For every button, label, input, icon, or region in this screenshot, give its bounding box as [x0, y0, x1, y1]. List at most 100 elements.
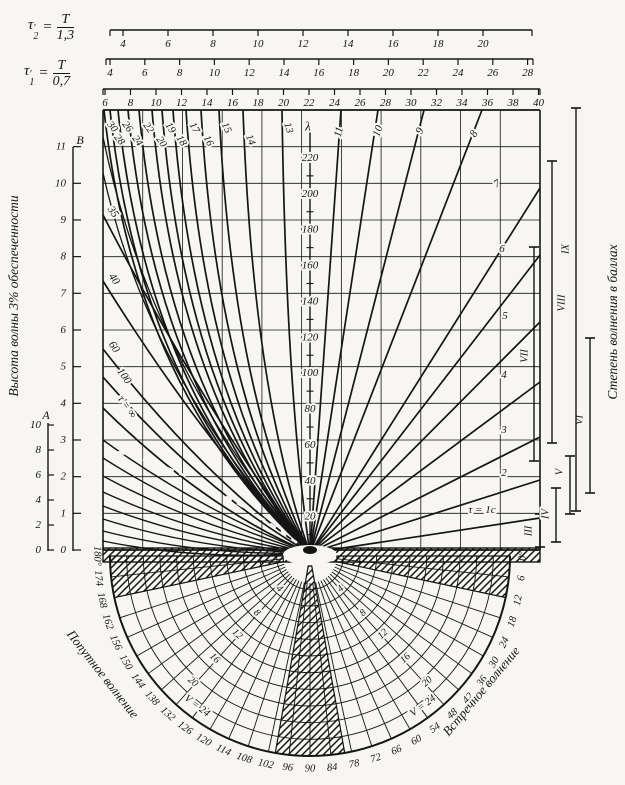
- polar-ray: [335, 563, 501, 619]
- tau2-scale-label: 4: [120, 38, 126, 50]
- tau-line-left: [200, 109, 311, 554]
- b-tick-label: 9: [61, 214, 67, 226]
- tau-curve-left: [102, 280, 311, 554]
- rim-label: 12: [512, 593, 525, 606]
- tau-curve-extra: [102, 439, 311, 554]
- lambda-axis-label: λ: [304, 119, 311, 134]
- polar-ray: [192, 577, 295, 719]
- polar-ray: [315, 582, 353, 752]
- tau-line-right: [309, 187, 541, 554]
- a-axis-label: A: [41, 408, 50, 422]
- b-tick-label: 2: [61, 471, 67, 483]
- tau1-scale-label: 18: [348, 67, 360, 79]
- rim-label: 78: [348, 758, 361, 771]
- arc-label-right: 20: [420, 674, 435, 689]
- polar-ray: [333, 569, 484, 657]
- tau1-scale-label: 8: [177, 67, 183, 79]
- tau1-scale-label: 6: [142, 67, 148, 79]
- lambda-tick-label: 100: [302, 367, 319, 379]
- tau1-scale-label: 16: [313, 67, 325, 79]
- left-axis-title: Высота волны 3% обеспеченности: [6, 195, 21, 397]
- tau1-scale-label: 12: [244, 67, 256, 79]
- polar-ray: [175, 575, 293, 705]
- b-tick-label: 0: [61, 544, 67, 556]
- arc-label-right: 16: [398, 651, 413, 666]
- fraction: T 0,7: [52, 58, 71, 90]
- tau2-scale-label: 6: [165, 38, 171, 50]
- tau1-scale-label: 22: [418, 67, 430, 79]
- tau-label-top: 17: [187, 121, 202, 136]
- rim-label: 108: [235, 751, 254, 767]
- pole-dot: [303, 546, 317, 554]
- lambda-tick-label: 40: [305, 475, 317, 487]
- a-tick-label: 8: [36, 444, 42, 456]
- tau-line-left: [138, 109, 311, 554]
- fraction-denominator: 0,7: [52, 74, 71, 90]
- tau-line-right: [309, 254, 541, 554]
- rim-label: 66: [390, 743, 405, 758]
- b-tick-label: 8: [61, 251, 67, 263]
- rim-label: 168: [95, 591, 109, 609]
- tau1-prime: ′: [29, 69, 32, 81]
- rim-label: 90: [305, 764, 316, 775]
- rim-label: 0°: [518, 550, 529, 560]
- tau-label-left: τ′= ∞: [115, 394, 139, 421]
- b-tick-label: 11: [56, 141, 66, 153]
- rim-label: 60: [409, 733, 424, 748]
- polar-ray: [320, 580, 392, 739]
- tau-line-left: [242, 109, 311, 554]
- fraction-numerator: T: [52, 58, 71, 75]
- tau1-subscript: 1: [29, 76, 35, 88]
- tau-line-right: [309, 381, 541, 554]
- t-scale-label: 30: [405, 97, 418, 109]
- polar-ray: [267, 582, 305, 752]
- tau-line-left: [281, 109, 311, 554]
- sea-state-numeral: III: [524, 525, 535, 537]
- polar-ray: [147, 571, 289, 674]
- v24-label-right: V = 24: [408, 693, 438, 720]
- rim-label: 138: [142, 689, 161, 709]
- following-sea-title: Попутное волнение: [63, 626, 142, 721]
- t-scale-label: 10: [151, 97, 163, 109]
- tau1-scale-label: 14: [279, 67, 291, 79]
- b-tick-label: 5: [61, 361, 67, 373]
- rim-label: 126: [175, 719, 195, 738]
- t-scale-label: 18: [253, 97, 265, 109]
- rim-label: 162: [100, 613, 116, 632]
- tau-line-right: [309, 436, 541, 554]
- lambda-tick-label: 60: [305, 439, 317, 451]
- sea-state-numeral: VII: [520, 349, 531, 363]
- tau-label-right: 5: [502, 310, 508, 322]
- tau2-subscript: 2: [33, 30, 39, 42]
- tau-line-right: [309, 517, 541, 554]
- rim-label: 24: [497, 635, 512, 650]
- equals-sign: =: [42, 19, 53, 36]
- t-scale-label: 22: [304, 97, 316, 109]
- polar-ray: [209, 579, 297, 730]
- t-scale-label: 12: [176, 97, 188, 109]
- a-tick-label: 4: [36, 494, 42, 506]
- lambda-tick-label: 160: [302, 260, 319, 272]
- tau-label-top: 26: [119, 119, 135, 135]
- a-tick-label: 6: [36, 469, 42, 481]
- rim-label: 132: [158, 705, 178, 724]
- tau-curve-extra: [102, 457, 311, 554]
- rim-label: 174: [92, 570, 105, 588]
- tau2-scale-label: 20: [478, 38, 490, 50]
- tau1-scale-label: 28: [522, 67, 534, 79]
- b-tick-label: 6: [61, 324, 67, 336]
- tau2-scale-label: 16: [388, 38, 400, 50]
- t-scale-label: 16: [227, 97, 239, 109]
- lambda-tick-label: 140: [302, 295, 319, 307]
- hatched-sector: [274, 565, 346, 757]
- tau-line-left: [218, 109, 311, 554]
- tau-line-right: [309, 109, 342, 554]
- polar-ray: [327, 575, 445, 705]
- tau-line-right: [309, 479, 541, 554]
- tau-label-right: 6: [499, 243, 505, 255]
- sea-state-numeral: V: [555, 467, 566, 475]
- t-scale-label: 28: [380, 97, 392, 109]
- tau2-scale-label: 14: [343, 38, 355, 50]
- rim-label: 84: [326, 762, 338, 774]
